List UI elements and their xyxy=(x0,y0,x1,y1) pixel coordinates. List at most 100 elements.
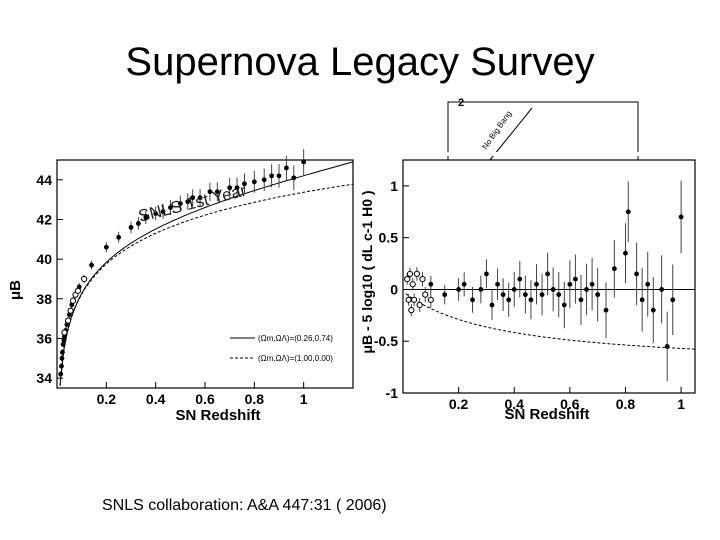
data-point xyxy=(276,173,282,179)
data-point xyxy=(251,179,257,185)
data-point-open xyxy=(419,275,426,283)
data-point xyxy=(143,215,149,220)
data-point xyxy=(625,209,631,215)
x-tick-label: 1 xyxy=(677,396,685,412)
data-point xyxy=(284,165,289,171)
data-point xyxy=(500,292,506,298)
data-point xyxy=(58,371,64,377)
data-point xyxy=(269,173,274,179)
data-point xyxy=(160,209,166,214)
data-point xyxy=(589,281,595,287)
background-tick-label: 2 xyxy=(458,97,464,109)
x-tick-label: 0.8 xyxy=(245,391,265,407)
y-tick-label: -0.5 xyxy=(374,333,398,349)
right-x-ticks: 0.2 0.4 0.6 0.8 1 xyxy=(449,387,685,412)
x-tick-label: 0.6 xyxy=(195,391,215,407)
left-x-ticks: 0.2 0.4 0.6 0.8 1 xyxy=(97,382,308,407)
slide-title: Supernova Legacy Survey xyxy=(125,40,595,84)
x-tick-label: 0.6 xyxy=(560,396,580,412)
data-point xyxy=(584,287,589,292)
data-point-open xyxy=(405,296,412,303)
data-point xyxy=(573,276,578,282)
data-point xyxy=(603,307,609,313)
data-point-open xyxy=(61,329,68,336)
data-point xyxy=(550,287,556,292)
data-point xyxy=(242,181,247,187)
data-point xyxy=(227,185,233,191)
data-point xyxy=(678,214,684,220)
data-point-open xyxy=(422,291,429,298)
right-model-curves xyxy=(403,288,696,350)
model-curve-dashed xyxy=(59,183,354,387)
data-point-open xyxy=(74,287,82,294)
data-point xyxy=(650,307,656,313)
data-point xyxy=(522,292,528,298)
data-point-open xyxy=(409,281,416,288)
data-point-open xyxy=(416,301,423,309)
left-y-axis-label: μB xyxy=(7,280,24,300)
y-tick-label: 38 xyxy=(36,291,52,307)
y-tick-label: 42 xyxy=(36,211,52,227)
right-y-axis-label: μB - 5 log10 ( dL c-1 H0 ) xyxy=(359,190,375,353)
y-tick-label: 0 xyxy=(390,281,398,297)
data-point xyxy=(611,266,617,272)
y-tick-label: 40 xyxy=(36,251,52,267)
data-point xyxy=(185,199,191,205)
model-curve-solid xyxy=(59,161,354,387)
data-point xyxy=(534,281,539,287)
x-tick-label: 0.4 xyxy=(146,391,166,407)
right-cover-strip xyxy=(378,152,698,156)
data-point xyxy=(461,281,467,287)
left-data-points xyxy=(58,149,307,378)
data-point xyxy=(506,297,512,303)
data-point xyxy=(128,225,134,230)
data-point xyxy=(511,287,517,292)
x-tick-label: 0.2 xyxy=(97,391,117,407)
data-point xyxy=(470,297,475,303)
data-point-open xyxy=(67,307,74,314)
y-tick-label: 0.5 xyxy=(379,230,399,246)
data-point xyxy=(197,195,203,201)
legend-entry-einstein-desitter: (Ωm,ΩΛ)=(1.00,0.00) xyxy=(258,354,333,363)
data-point xyxy=(634,271,639,277)
data-point xyxy=(539,292,545,298)
data-point xyxy=(478,287,484,292)
y-tick-label: 36 xyxy=(36,330,52,346)
data-point-open xyxy=(411,296,418,303)
data-point xyxy=(528,297,534,303)
data-point xyxy=(456,287,462,292)
data-point xyxy=(561,302,567,308)
data-point xyxy=(214,189,220,195)
data-point xyxy=(545,271,551,277)
data-point xyxy=(116,234,122,240)
data-point xyxy=(291,175,297,181)
y-tick-label: -1 xyxy=(386,385,399,401)
right-y-ticks: -1 -0.5 0 0.5 1 xyxy=(374,178,409,401)
data-point xyxy=(578,297,584,303)
x-tick-label: 1 xyxy=(300,391,308,407)
right-data-points xyxy=(404,180,684,382)
model-curve-dashed xyxy=(405,293,696,350)
data-point xyxy=(59,355,65,361)
data-point xyxy=(59,363,64,369)
data-point xyxy=(489,302,495,308)
data-point xyxy=(659,287,665,292)
x-tick-label: 0.4 xyxy=(505,396,525,412)
left-legend: (Ωm,ΩΛ)=(0.26,0.74) (Ωm,ΩΛ)=(1.00,0.00) xyxy=(230,334,333,363)
right-x-axis-label: SN Redshift xyxy=(504,406,589,423)
data-point xyxy=(623,250,628,256)
data-point xyxy=(207,189,213,195)
data-point xyxy=(103,244,109,250)
data-point-open xyxy=(408,307,415,314)
left-plot-frame xyxy=(56,159,354,389)
data-point xyxy=(556,292,562,298)
data-point xyxy=(153,211,159,216)
citation: SNLS collaboration: A&A 447:31 ( 2006) xyxy=(102,497,387,514)
data-point xyxy=(442,292,448,298)
data-point xyxy=(495,281,500,287)
data-point xyxy=(261,177,267,183)
data-point xyxy=(168,205,173,210)
data-point xyxy=(177,201,183,207)
